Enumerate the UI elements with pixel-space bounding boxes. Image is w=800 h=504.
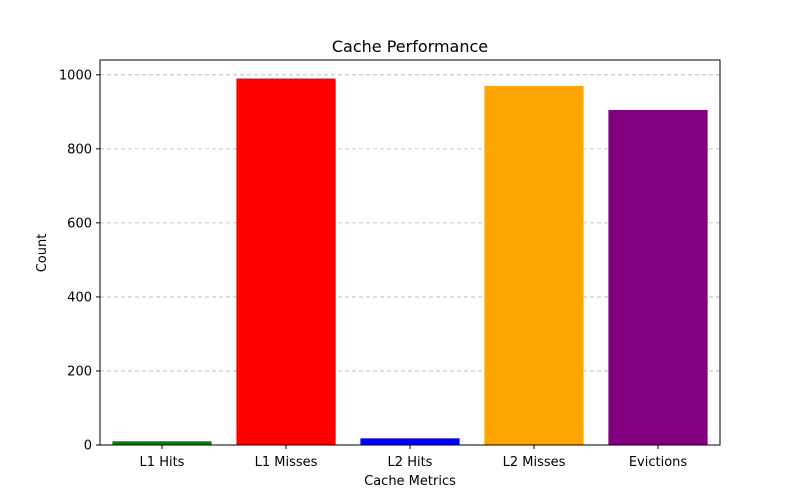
bar-l1-hits (112, 441, 212, 445)
y-tick-label: 1000 (59, 68, 92, 83)
bar-l2-misses (484, 85, 584, 446)
y-tick-label: 200 (67, 364, 92, 379)
bar-l2-hits (360, 438, 460, 445)
x-tick-label: L1 Hits (140, 455, 185, 470)
bar-l1-misses (236, 78, 336, 445)
x-tick-label: Evictions (629, 455, 688, 470)
y-tick-label: 0 (84, 439, 92, 454)
bar-evictions (608, 109, 708, 446)
x-tick-label: L2 Hits (388, 455, 433, 470)
y-tick-label: 400 (67, 290, 92, 305)
y-ticks: 0 200 400 600 800 1000 (59, 68, 100, 454)
y-axis-label: Count (35, 234, 50, 273)
bars (112, 78, 708, 446)
x-axis-label: Cache Metrics (364, 474, 456, 489)
y-tick-label: 800 (67, 142, 92, 157)
y-tick-label: 600 (67, 216, 92, 231)
x-tick-label: L1 Misses (255, 455, 318, 470)
x-tick-label: L2 Misses (503, 455, 566, 470)
x-ticks: L1 Hits L1 Misses L2 Hits L2 Misses Eviction… (140, 445, 688, 470)
chart-title: Cache Performance (332, 37, 488, 56)
gridlines (100, 74, 720, 372)
